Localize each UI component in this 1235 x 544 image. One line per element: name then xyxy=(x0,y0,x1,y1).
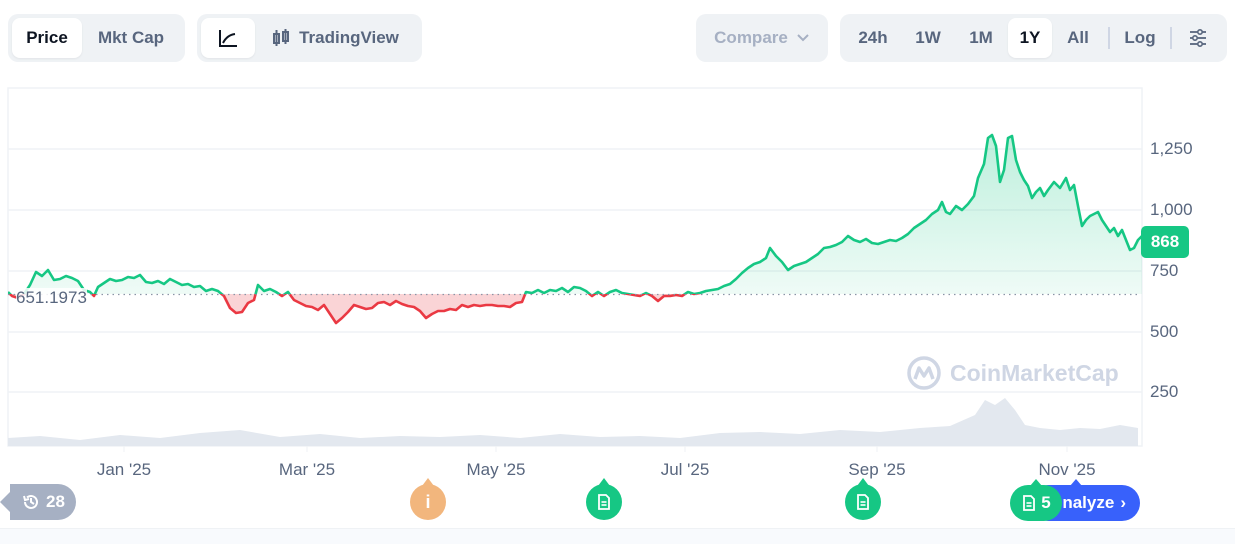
x-tick-sep: Sep '25 xyxy=(848,460,906,479)
history-count: 28 xyxy=(46,492,65,511)
range-24h[interactable]: 24h xyxy=(858,28,888,47)
history-icon xyxy=(23,494,38,509)
range-1w[interactable]: 1W xyxy=(915,28,941,47)
chart-settings-button[interactable] xyxy=(1176,18,1220,58)
chart-type-toggle: TradingView xyxy=(197,14,422,62)
line-chart-icon xyxy=(219,30,237,47)
x-tick-nov: Nov '25 xyxy=(1038,460,1096,479)
news-group-marker[interactable]: 5 xyxy=(1010,479,1062,521)
news-event-marker[interactable] xyxy=(845,478,881,520)
range-navigator[interactable] xyxy=(0,528,1235,544)
range-selector: 24h 1W 1M 1Y All Log xyxy=(840,14,1227,62)
x-tick-jan: Jan '25 xyxy=(96,460,152,479)
chevron-right-icon: › xyxy=(1120,493,1126,512)
tradingview-label: TradingView xyxy=(299,28,399,47)
watermark-text: CoinMarketCap xyxy=(950,359,1119,386)
info-icon: i xyxy=(410,478,446,520)
price-mktcap-toggle: Price Mkt Cap xyxy=(8,14,185,62)
document-icon xyxy=(1023,495,1036,511)
baseline-price-label: 651.1973 xyxy=(16,288,87,308)
y-tick-750: 750 xyxy=(1150,261,1179,280)
y-tick-500: 500 xyxy=(1150,322,1179,341)
compare-dropdown[interactable]: Compare xyxy=(696,14,828,62)
range-1m[interactable]: 1M xyxy=(969,28,993,47)
y-tick-1250: 1,250 xyxy=(1150,139,1193,158)
document-icon xyxy=(586,478,622,520)
x-tick-jul: Jul '25 xyxy=(660,460,710,479)
history-events-badge[interactable]: 28 xyxy=(0,484,76,520)
line-chart-button[interactable] xyxy=(201,18,255,58)
x-tick-marks xyxy=(123,446,1068,452)
coinmarketcap-watermark: CoinMarketCap xyxy=(906,355,1119,391)
news-group-count: 5 xyxy=(1041,493,1051,512)
candlestick-icon xyxy=(273,29,290,46)
range-1y[interactable]: 1Y xyxy=(1008,18,1052,58)
x-tick-mar: Mar '25 xyxy=(278,460,336,479)
log-toggle[interactable]: Log xyxy=(1124,28,1156,47)
chart-toolbar: Price Mkt Cap TradingView Compare 24h 1W… xyxy=(0,14,1235,62)
tab-price[interactable]: Price xyxy=(12,18,82,58)
y-tick-250: 250 xyxy=(1150,382,1179,401)
volume-bars xyxy=(8,398,1138,446)
coinmarketcap-logo-icon xyxy=(907,356,941,390)
divider xyxy=(1170,27,1172,49)
chevron-down-icon xyxy=(797,34,809,42)
analyze-label: nalyze xyxy=(1062,493,1115,512)
current-price-badge: 868 xyxy=(1141,226,1189,258)
document-icon xyxy=(845,478,881,520)
tradingview-button[interactable]: TradingView xyxy=(255,18,415,58)
info-event-marker[interactable]: i xyxy=(410,478,446,520)
divider xyxy=(1108,27,1110,49)
x-tick-may: May '25 xyxy=(466,460,526,479)
compare-label: Compare xyxy=(714,28,788,47)
sliders-icon xyxy=(1190,28,1206,48)
range-all[interactable]: All xyxy=(1067,28,1089,47)
y-tick-1000: 1,000 xyxy=(1150,200,1193,219)
tab-mkt-cap[interactable]: Mkt Cap xyxy=(97,28,165,47)
news-event-marker[interactable] xyxy=(586,478,622,520)
